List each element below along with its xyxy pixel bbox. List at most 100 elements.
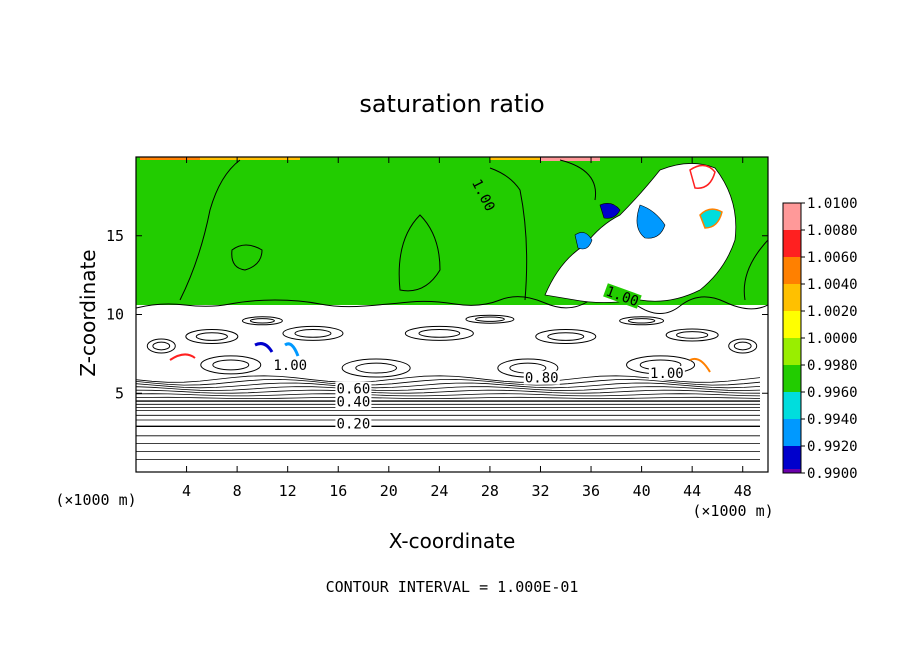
blue-highlight bbox=[254, 342, 274, 353]
colorbar-label: 0.9960 bbox=[807, 385, 858, 401]
contour-label-bg bbox=[469, 175, 499, 215]
stratification-contour bbox=[136, 389, 761, 394]
x-axis-ticks: 4 8 12 16 20 24 28 32 36 40 44 48 bbox=[182, 157, 752, 500]
colorbar: 1.0100 1.0080 1.0060 1.0040 1.0020 1.0000 0.99… bbox=[782, 196, 858, 482]
cloud-cell-inner-contour bbox=[418, 329, 461, 338]
x-tick-label: 8 bbox=[233, 482, 242, 500]
colorbar-swatch bbox=[783, 446, 801, 473]
cloud-cell-inner-contour bbox=[547, 332, 585, 341]
cloud-cell-contour bbox=[200, 355, 262, 375]
contour-label: 0.60 bbox=[337, 382, 371, 398]
x-axis-label: X-coordinate bbox=[389, 529, 516, 553]
colorbar-swatch bbox=[783, 419, 801, 446]
cloud-cell-inner-contour bbox=[212, 359, 250, 371]
cloud-cell-inner-contour bbox=[195, 332, 228, 341]
colorbar-swatch bbox=[783, 469, 801, 473]
stratification-contour bbox=[136, 382, 761, 389]
x-tick-label: 28 bbox=[481, 482, 499, 500]
top-streak bbox=[140, 157, 200, 160]
colorbar-swatch bbox=[783, 365, 801, 392]
x-tick-label: 36 bbox=[582, 482, 600, 500]
red-highlight bbox=[169, 353, 196, 361]
colorbar-swatch bbox=[783, 392, 801, 419]
x-tick-label: 44 bbox=[683, 482, 701, 500]
cloud-cell-contour bbox=[728, 338, 758, 354]
contour-label-bg bbox=[272, 358, 309, 373]
cloud-cell-contour bbox=[619, 316, 665, 326]
stratification-contour bbox=[136, 393, 761, 397]
cloud-cell-contour bbox=[241, 316, 283, 326]
cyan-patch bbox=[699, 208, 723, 229]
cloud-cell-inner-contour bbox=[676, 331, 709, 339]
colorbar-label: 1.0020 bbox=[807, 304, 858, 320]
stratification-contours bbox=[136, 375, 761, 460]
x-tick-label: 16 bbox=[329, 482, 347, 500]
cloud-cell-contour bbox=[341, 358, 411, 378]
contour-line bbox=[559, 159, 597, 201]
contour-label-bg bbox=[335, 416, 372, 431]
colorbar-label: 1.0060 bbox=[807, 250, 858, 266]
contour-label-bg bbox=[648, 365, 685, 380]
cloud-cell-contour bbox=[146, 338, 176, 354]
contour-line bbox=[743, 239, 768, 301]
top-streak bbox=[490, 157, 550, 160]
blue-patch bbox=[636, 204, 666, 239]
colorbar-swatch bbox=[783, 203, 801, 230]
colorbar-label: 0.9980 bbox=[807, 358, 858, 374]
x-unit-left: (×1000 m) bbox=[55, 491, 136, 509]
contour-interval-note: CONTOUR INTERVAL = 1.000E-01 bbox=[326, 578, 579, 596]
top-streak bbox=[540, 157, 600, 161]
cloud-cells bbox=[146, 314, 758, 378]
cloud-cell-contour bbox=[404, 325, 474, 341]
colorbar-swatch bbox=[783, 284, 801, 311]
cloud-cell-inner-contour bbox=[152, 341, 171, 351]
colorbar-label: 1.0000 bbox=[807, 331, 858, 347]
chart-title: saturation ratio bbox=[359, 90, 544, 118]
cloud-cell-contour bbox=[185, 329, 239, 345]
y-tick-label: 5 bbox=[115, 384, 124, 402]
contour-label: 1.00 bbox=[273, 358, 307, 374]
dark-blue-patch bbox=[599, 203, 621, 219]
x-unit-right: (×1000 m) bbox=[692, 502, 773, 520]
y-tick-label: 15 bbox=[106, 227, 124, 245]
contour-line bbox=[398, 214, 441, 292]
blue-patch-2 bbox=[574, 232, 593, 250]
contour-label-bg bbox=[335, 381, 372, 396]
x-tick-label: 12 bbox=[279, 482, 297, 500]
y-axis-ticks: 5 10 15 bbox=[106, 227, 768, 402]
stratification-contour bbox=[136, 378, 761, 386]
cloud-cell-contour bbox=[535, 329, 597, 345]
contour-line bbox=[179, 159, 241, 301]
x-tick-label: 40 bbox=[633, 482, 651, 500]
cloud-cell-inner-contour bbox=[355, 362, 398, 374]
colorbar-label: 0.9940 bbox=[807, 412, 858, 428]
cloud-cell-contour bbox=[665, 328, 719, 342]
plot-area: 1.001.001.00 1.000.800.600.400.20 4 8 12 16 2… bbox=[106, 156, 769, 500]
x-tick-label: 32 bbox=[531, 482, 549, 500]
contour-label-bg bbox=[335, 394, 372, 409]
x-tick-label: 4 bbox=[182, 482, 191, 500]
cloud-cell-inner-contour bbox=[249, 318, 275, 324]
subsaturated-region bbox=[136, 305, 768, 472]
contour-line bbox=[231, 244, 263, 271]
top-streak bbox=[200, 157, 300, 160]
cloud-cell-inner-contour bbox=[733, 341, 752, 351]
colorbar-label: 1.0040 bbox=[807, 277, 858, 293]
orange-highlight bbox=[689, 357, 711, 373]
contour-label: 0.80 bbox=[525, 371, 559, 387]
contour-label: 1.00 bbox=[650, 366, 684, 382]
contour-label-bg bbox=[603, 283, 642, 309]
cloud-cell-inner-contour bbox=[475, 316, 505, 322]
cloud-interface-contour bbox=[136, 293, 768, 314]
colorbar-swatch bbox=[783, 257, 801, 284]
cloud-cell-contour bbox=[282, 325, 344, 341]
stratification-contour bbox=[136, 386, 761, 391]
stratification-contour bbox=[136, 396, 761, 399]
y-tick-label: 10 bbox=[106, 306, 124, 324]
colorbar-swatch bbox=[783, 311, 801, 338]
colorbar-label: 0.9900 bbox=[807, 466, 858, 482]
x-tick-label: 48 bbox=[734, 482, 752, 500]
colorbar-swatch bbox=[783, 338, 801, 365]
red-edge-patch bbox=[689, 164, 716, 189]
